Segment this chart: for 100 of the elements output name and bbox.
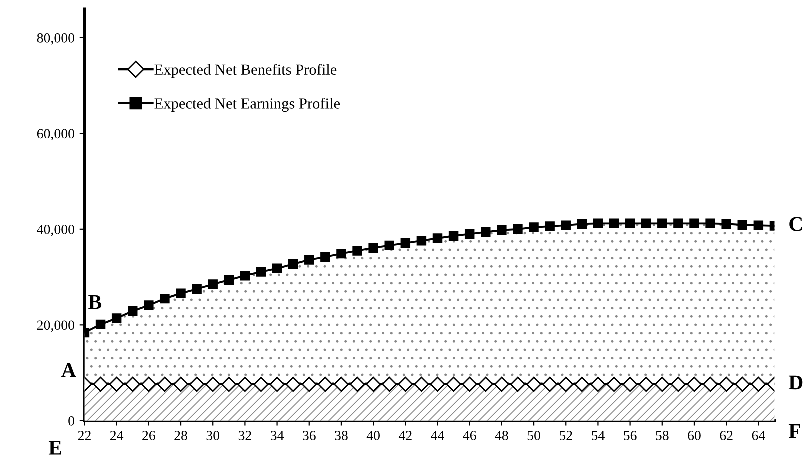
- point: [497, 226, 507, 236]
- point: [141, 376, 156, 392]
- point: [368, 243, 378, 253]
- point: [109, 376, 124, 392]
- x-tick-label: 32: [238, 431, 252, 440]
- point: [128, 306, 138, 316]
- point: [481, 227, 491, 238]
- point: [160, 294, 170, 304]
- point: [270, 376, 285, 392]
- point: [751, 376, 766, 392]
- y-tick-label: 20,000: [37, 320, 74, 332]
- x-tick-label: 60: [688, 431, 701, 440]
- point: [302, 376, 317, 392]
- point: [222, 376, 237, 392]
- annotation: F: [788, 424, 800, 438]
- y-tick-label: 60,000: [37, 129, 74, 141]
- point: [510, 376, 526, 392]
- point: [416, 236, 427, 246]
- x-tick-label: 48: [495, 431, 508, 440]
- point: [625, 218, 636, 229]
- x-tick-label: 34: [271, 431, 284, 440]
- point: [256, 267, 266, 277]
- point: [93, 376, 108, 392]
- point: [462, 376, 478, 392]
- x-tick-label: 22: [78, 431, 91, 440]
- point: [609, 218, 620, 229]
- point: [690, 218, 700, 229]
- point: [350, 376, 366, 392]
- x-tick-label: 52: [560, 431, 572, 440]
- point: [448, 231, 459, 241]
- point: [352, 246, 362, 256]
- point: [189, 376, 205, 392]
- point: [606, 376, 622, 392]
- point: [593, 218, 604, 229]
- point: [674, 218, 684, 229]
- point: [240, 270, 250, 281]
- x-tick-label: 40: [366, 431, 380, 440]
- point: [670, 376, 686, 392]
- point: [622, 376, 638, 392]
- y-tick-label: 80,000: [37, 34, 74, 45]
- point: [304, 255, 314, 265]
- x-tick-label: 42: [398, 431, 412, 440]
- point: [654, 376, 670, 392]
- annotation: D: [788, 376, 803, 390]
- annotation: C: [790, 217, 802, 232]
- point: [719, 376, 734, 392]
- legend-label: Expected Net Benefits Profile: [154, 64, 337, 78]
- point: [206, 376, 221, 392]
- x-tick-label: 28: [174, 431, 188, 440]
- point: [288, 259, 298, 270]
- point: [125, 376, 140, 392]
- point: [414, 376, 430, 392]
- point: [254, 376, 269, 392]
- point: [464, 229, 475, 240]
- x-tick-label: 24: [110, 431, 124, 440]
- point: [398, 376, 414, 392]
- point: [478, 376, 494, 392]
- point: [272, 264, 282, 274]
- point: [513, 224, 523, 234]
- point: [738, 220, 748, 230]
- x-tick-label: 46: [463, 431, 476, 440]
- point: [318, 376, 333, 392]
- point: [686, 376, 702, 392]
- point: [176, 288, 186, 298]
- point: [336, 248, 346, 259]
- y-tick-label: 40,000: [37, 224, 74, 236]
- point: [208, 280, 218, 290]
- x-tick-label: 44: [431, 431, 444, 440]
- point: [446, 376, 462, 392]
- y-tick-label: 0: [68, 416, 74, 426]
- point: [430, 376, 446, 392]
- x-tick-label: 58: [656, 431, 669, 440]
- point: [494, 376, 510, 392]
- point: [173, 376, 189, 392]
- x-tick-label: 64: [752, 431, 766, 440]
- point: [192, 284, 202, 294]
- point: [157, 376, 173, 392]
- point: [638, 376, 654, 392]
- point: [577, 219, 588, 230]
- point: [574, 376, 590, 392]
- point: [590, 376, 606, 392]
- point: [382, 376, 398, 392]
- point: [641, 218, 652, 229]
- point: [702, 376, 718, 392]
- x-tick-label: 30: [206, 431, 220, 440]
- point: [561, 220, 571, 230]
- point: [542, 376, 558, 392]
- x-tick-label: 36: [303, 431, 316, 440]
- annotation: E: [48, 441, 62, 455]
- point: [238, 376, 253, 392]
- point: [658, 218, 668, 229]
- x-tick-label: 56: [624, 431, 637, 440]
- x-tick-label: 62: [720, 431, 733, 440]
- point: [112, 314, 122, 324]
- point: [224, 275, 234, 286]
- annotation: B: [88, 295, 102, 310]
- point: [384, 240, 394, 251]
- x-tick-label: 54: [592, 431, 605, 440]
- point: [545, 222, 555, 232]
- point: [722, 219, 732, 230]
